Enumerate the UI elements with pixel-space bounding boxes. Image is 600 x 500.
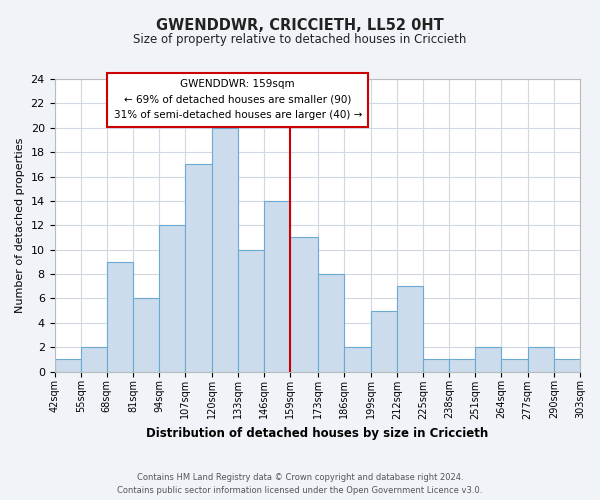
Bar: [212, 128, 238, 372]
Bar: [81, 347, 107, 372]
Bar: [185, 164, 212, 372]
Bar: [423, 360, 449, 372]
Bar: [107, 262, 133, 372]
Text: GWENDDWR: 159sqm
← 69% of detached houses are smaller (90)
31% of semi-detached : GWENDDWR: 159sqm ← 69% of detached house…: [113, 79, 362, 120]
Bar: [159, 226, 185, 372]
Bar: [238, 250, 264, 372]
Bar: [397, 286, 423, 372]
Bar: [133, 298, 159, 372]
Bar: [264, 201, 290, 372]
Bar: [475, 347, 502, 372]
Bar: [344, 347, 371, 372]
Bar: [318, 274, 344, 372]
Bar: [55, 360, 81, 372]
Text: Contains HM Land Registry data © Crown copyright and database right 2024.
Contai: Contains HM Land Registry data © Crown c…: [118, 473, 482, 495]
Bar: [371, 310, 397, 372]
Bar: [290, 238, 318, 372]
Bar: [502, 360, 527, 372]
Y-axis label: Number of detached properties: Number of detached properties: [15, 138, 25, 313]
Bar: [554, 360, 580, 372]
Bar: [527, 347, 554, 372]
X-axis label: Distribution of detached houses by size in Criccieth: Distribution of detached houses by size …: [146, 427, 488, 440]
Bar: [449, 360, 475, 372]
Text: Size of property relative to detached houses in Criccieth: Size of property relative to detached ho…: [133, 32, 467, 46]
Text: GWENDDWR, CRICCIETH, LL52 0HT: GWENDDWR, CRICCIETH, LL52 0HT: [156, 18, 444, 32]
